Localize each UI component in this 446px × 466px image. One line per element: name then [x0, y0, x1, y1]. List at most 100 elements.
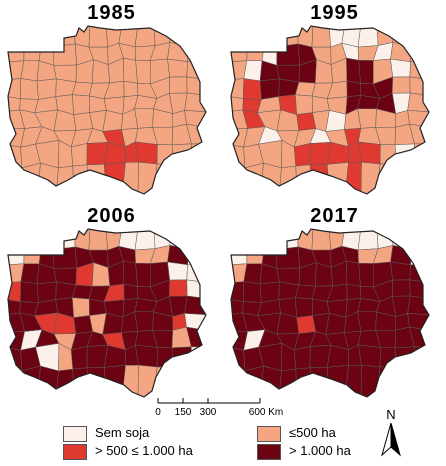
legend-label: > 500 ≤ 1.000 ha [95, 443, 193, 458]
municipality-polygon [102, 313, 124, 335]
municipality-polygon [169, 279, 188, 297]
municipality-polygon [134, 26, 156, 48]
municipality-polygon [394, 346, 415, 369]
municipality-polygon [8, 43, 25, 63]
municipality-polygon [8, 163, 23, 194]
municipality-polygon [169, 76, 188, 94]
municipality-polygon [376, 366, 397, 397]
municipality-polygon [36, 78, 57, 100]
municipality-polygon [21, 229, 43, 248]
municipality-polygon [293, 346, 311, 370]
municipality-polygon [153, 26, 171, 46]
municipality-polygon [243, 281, 262, 303]
municipality-polygon [8, 298, 21, 316]
municipality-polygon [346, 80, 362, 98]
municipality-polygon [8, 229, 25, 248]
municipality-polygon [23, 244, 43, 265]
municipality-polygon [392, 366, 414, 397]
panel-title: 1985 [87, 2, 136, 24]
municipality-polygon [276, 246, 301, 269]
municipality-polygon [309, 367, 330, 397]
municipality-polygon [341, 26, 362, 48]
municipality-polygon [231, 95, 244, 113]
municipality-polygon [20, 281, 39, 303]
municipality-polygon [21, 162, 41, 194]
municipality-polygon [187, 229, 206, 250]
municipality-polygon [167, 58, 188, 78]
municipality-polygon [407, 92, 429, 113]
municipality-polygon [327, 142, 349, 165]
municipality-polygon [358, 60, 374, 85]
municipality-polygon [295, 284, 316, 300]
map-panel-1995: 1995 [223, 2, 446, 202]
municipality-polygon [410, 26, 429, 47]
legend-swatch [63, 444, 87, 460]
municipality-polygon [357, 108, 377, 129]
municipality-polygon [231, 281, 245, 303]
municipality-polygon [8, 143, 23, 169]
municipality-polygon [37, 229, 57, 251]
municipality-polygon [134, 311, 154, 332]
municipality-polygon [231, 26, 248, 45]
municipality-polygon [327, 345, 349, 368]
municipality-polygon [243, 60, 263, 82]
municipality-polygon [390, 261, 411, 281]
choropleth-map [7, 25, 207, 195]
municipality-polygon [246, 244, 266, 265]
municipality-polygon [184, 295, 206, 316]
scale-tick-label: 0 [155, 407, 161, 418]
municipality-polygon [169, 163, 191, 194]
north-arrow-icon [381, 423, 401, 457]
municipality-polygon [72, 81, 93, 97]
scale-bar: 0 150 300 600 Km [150, 393, 283, 423]
municipality-polygon [72, 297, 90, 318]
municipality-polygon [20, 263, 40, 285]
map-panel-2006: 2006 [0, 205, 223, 405]
municipality-polygon [346, 57, 361, 84]
municipality-polygon [123, 80, 139, 98]
municipality-polygon [358, 344, 381, 368]
state-border [7, 25, 207, 195]
municipality-polygon [8, 281, 22, 303]
municipality-polygon [8, 26, 25, 45]
scale-bar-graphic [157, 398, 261, 404]
municipality-polygon [243, 263, 263, 285]
municipality-polygon [231, 163, 246, 194]
municipality-polygon [70, 346, 88, 370]
municipality-polygon [295, 81, 316, 97]
municipality-polygon [20, 78, 39, 100]
municipality-polygon [410, 43, 429, 63]
north-label: N [386, 407, 396, 422]
municipality-polygon [187, 26, 206, 47]
choropleth-map [230, 25, 430, 195]
municipality-polygon [392, 279, 411, 297]
municipality-polygon [86, 367, 107, 397]
municipality-polygon [293, 143, 311, 167]
state-border [230, 25, 430, 195]
municipality-polygon [231, 298, 244, 316]
municipality-polygon [118, 229, 139, 251]
municipality-polygon [410, 246, 429, 266]
scale-tick-label: 300 [199, 407, 217, 418]
map-panel-1985: 1985 [0, 2, 223, 202]
municipality-polygon [259, 78, 280, 100]
scale-tick-label: 150 [174, 407, 192, 418]
legend-swatch [63, 426, 87, 442]
municipality-polygon [36, 281, 57, 303]
municipality-polygon [231, 246, 248, 266]
municipality-polygon [53, 43, 78, 66]
legend-label: Sem soja [95, 425, 150, 440]
municipality-polygon [259, 281, 280, 303]
municipality-polygon [184, 92, 206, 113]
municipality-polygon [123, 283, 139, 301]
municipality-polygon [135, 263, 151, 288]
municipality-polygon [88, 95, 107, 113]
municipality-polygon [358, 263, 374, 288]
municipality-polygon [70, 143, 88, 167]
municipality-polygon [295, 297, 313, 318]
municipality-polygon [390, 58, 411, 78]
municipality-polygon [8, 78, 22, 100]
legend-label: > 1.000 ha [289, 443, 351, 458]
municipality-polygon [231, 43, 248, 63]
panel-title: 1995 [310, 2, 359, 24]
